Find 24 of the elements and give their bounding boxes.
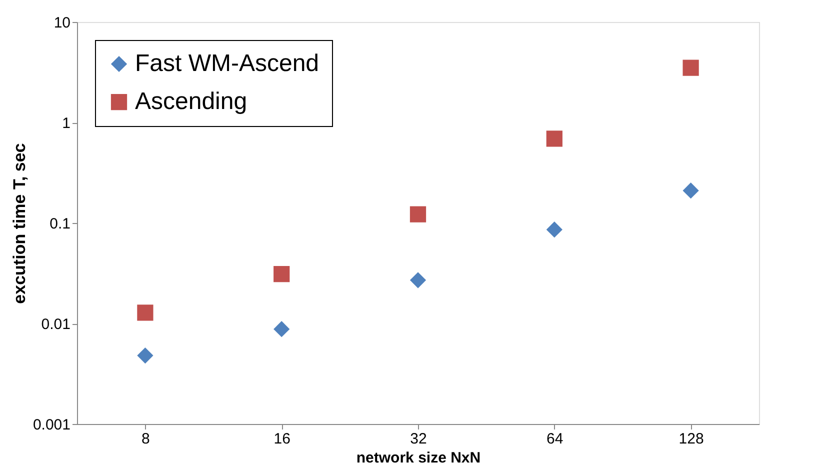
y-axis-title: excution time T, sec bbox=[10, 143, 29, 304]
x-tick-label: 16 bbox=[274, 430, 290, 448]
y-tick-label: 0.01 bbox=[41, 316, 70, 333]
legend-label: Ascending bbox=[135, 88, 248, 115]
point bbox=[274, 321, 290, 338]
point bbox=[546, 130, 562, 147]
x-tick-label: 64 bbox=[546, 430, 564, 448]
y-tick-label: 1 bbox=[62, 115, 70, 132]
x-tick-label: 32 bbox=[410, 430, 427, 448]
point bbox=[682, 60, 699, 76]
y-tick-label: 0.1 bbox=[50, 216, 70, 232]
point bbox=[274, 266, 290, 282]
point bbox=[137, 304, 154, 321]
point bbox=[546, 222, 562, 238]
y-tick-label: 0.001 bbox=[32, 416, 70, 434]
x-axis-title: network size NxN bbox=[356, 450, 481, 466]
point bbox=[682, 182, 699, 199]
x-tick-label: 128 bbox=[678, 430, 704, 448]
point bbox=[410, 206, 426, 222]
x-tick-label: 8 bbox=[142, 430, 150, 448]
legend-label: Fast WM-Ascend bbox=[135, 50, 320, 77]
y-tick-label: 10 bbox=[54, 14, 70, 32]
point bbox=[137, 347, 154, 364]
point bbox=[410, 272, 426, 288]
